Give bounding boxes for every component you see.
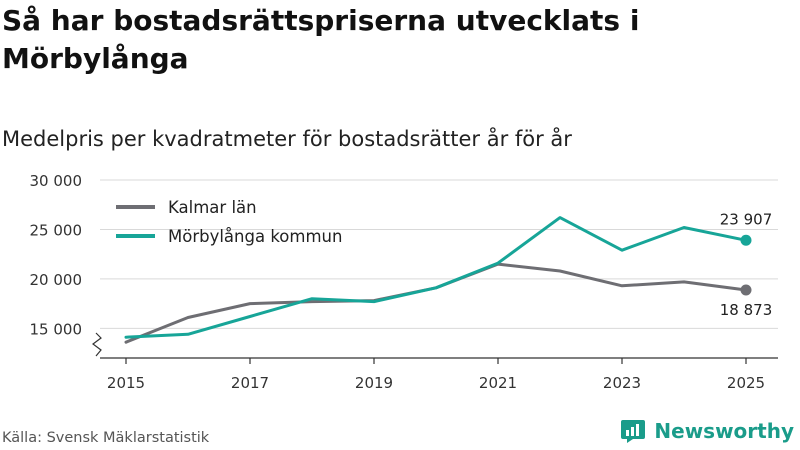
series-line-kalmar-lan: [124, 262, 748, 344]
x-tick-label: 2025: [727, 374, 765, 392]
legend: Kalmar län Mörbylånga kommun: [116, 198, 342, 246]
series-lines: [124, 216, 752, 344]
y-tick-label: 20 000: [30, 271, 83, 289]
end-point-marker: [740, 234, 752, 246]
y-tick-label: 30 000: [30, 172, 83, 190]
axis-break-mark: [92, 332, 102, 357]
axes: 15 000 20 000 25 000 30 000 2015 2017 2019 2021…: [30, 172, 778, 392]
y-tick-label: 15 000: [30, 320, 83, 338]
x-tick-label: 2015: [107, 374, 145, 392]
chart-title: Så har bostadsrättspriserna utvecklats i…: [2, 4, 640, 75]
source-note: Källa: Svensk Mäklarstatistik: [2, 430, 210, 446]
legend-label: Kalmar län: [168, 198, 257, 217]
end-point-marker: [740, 284, 752, 296]
end-value-label: 23 907: [720, 210, 773, 228]
brand-logo[interactable]: Newsworthy: [620, 418, 794, 444]
x-tick-label: 2017: [231, 374, 269, 392]
series-line-morbylanga-kommun: [124, 216, 748, 339]
chart-subtitle: Medelpris per kvadratmeter för bostadsrä…: [2, 127, 572, 151]
brand-name: Newsworthy: [654, 419, 794, 443]
x-tick-label: 2021: [479, 374, 517, 392]
x-tick-label: 2023: [603, 374, 641, 392]
newsworthy-logo-icon: [621, 420, 646, 443]
x-tick-label: 2019: [355, 374, 393, 392]
end-value-label: 18 873: [720, 301, 773, 319]
data-labels: 18 873 23 907: [720, 210, 773, 319]
y-tick-label: 25 000: [30, 221, 83, 239]
legend-label: Mörbylånga kommun: [168, 227, 342, 246]
